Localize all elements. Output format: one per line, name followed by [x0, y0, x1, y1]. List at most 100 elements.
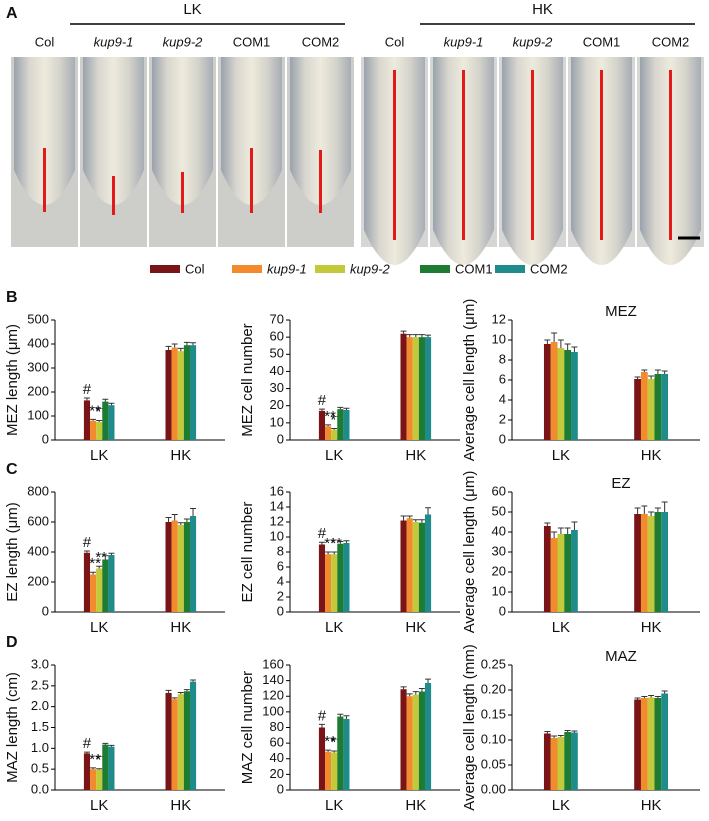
y-tick-label: 0.15 [481, 706, 506, 721]
y-tick-label: 500 [27, 311, 49, 326]
error-bar [634, 376, 641, 379]
genotype-label: kup9-2 [163, 34, 204, 49]
root-shape [14, 57, 75, 205]
bar [183, 522, 190, 612]
y-tick-label: 2 [277, 588, 284, 603]
bar [543, 526, 551, 612]
bar [343, 718, 350, 790]
error-bar [661, 370, 668, 374]
error-bar [564, 343, 571, 350]
bar [550, 342, 558, 440]
x-tick-label: HK [641, 447, 662, 464]
error-bar [557, 339, 564, 348]
y-axis-label: MAZ length (cm) [4, 672, 21, 783]
error-bar [564, 730, 571, 732]
y-axis-label: MAZ cell number [239, 671, 256, 784]
y-tick-label: 120 [262, 688, 284, 703]
y-tick-label: 0 [42, 603, 49, 618]
x-tick-label: HK [170, 447, 191, 464]
error-bar [661, 690, 668, 694]
bar [183, 691, 190, 790]
error-bar [108, 402, 115, 406]
y-tick-label: 0 [499, 431, 506, 446]
bar [557, 348, 565, 440]
error-bar [544, 339, 551, 344]
bar [318, 410, 326, 440]
y-tick-label: 4 [277, 573, 284, 588]
error-bar [183, 341, 190, 346]
error-bar [83, 397, 90, 401]
significance-mark: ** [330, 535, 342, 552]
bar [90, 420, 97, 440]
significance-mark: ** [89, 402, 101, 419]
y-axis-label: Average cell length (mm) [461, 644, 478, 810]
y-tick-label: 1.0 [31, 740, 49, 755]
y-tick-label: 3.0 [31, 656, 49, 671]
bar [571, 530, 578, 612]
group-label: LK [183, 1, 201, 18]
error-bar [648, 695, 655, 698]
bar [90, 769, 97, 790]
bar [406, 696, 413, 790]
error-bar [406, 515, 413, 519]
error-bar [654, 507, 661, 512]
error-bar [564, 527, 571, 534]
error-bar [418, 519, 425, 523]
error-bar [318, 408, 325, 411]
error-bar [183, 689, 190, 692]
error-bar [331, 551, 338, 555]
genotype-label: kup9-2 [513, 34, 554, 49]
y-tick-label: 20 [270, 766, 284, 781]
y-axis-label: MEZ length (μm) [4, 324, 21, 436]
chart-title: MAZ [605, 648, 637, 665]
bar [634, 514, 641, 612]
bar [171, 347, 178, 440]
genotype-label: COM1 [233, 34, 271, 49]
error-bar [412, 691, 419, 695]
error-bar [325, 424, 332, 427]
y-tick-label: 60 [270, 735, 284, 750]
genotype-label: kup9-1 [444, 34, 484, 49]
error-bar [544, 731, 551, 734]
legend-label: kup9-1 [267, 261, 307, 276]
y-tick-label: 0.00 [481, 781, 506, 796]
bar [318, 727, 326, 790]
error-bar [102, 742, 109, 745]
bar [557, 534, 565, 612]
group-label: HK [532, 1, 553, 18]
y-tick-label: 14 [270, 498, 284, 513]
y-tick-label: 4 [499, 391, 506, 406]
bar [418, 337, 425, 440]
genotype-label: COM2 [302, 34, 340, 49]
error-bar [331, 428, 338, 430]
x-tick-label: HK [170, 619, 191, 636]
y-tick-label: 10 [270, 414, 284, 429]
bar [83, 552, 91, 612]
significance-mark: # [318, 707, 327, 724]
legend-label: Col [185, 261, 205, 276]
bar [418, 522, 425, 612]
bar [177, 694, 184, 790]
bar [640, 372, 648, 440]
y-tick-label: 600 [27, 513, 49, 528]
x-tick-label: HK [405, 447, 426, 464]
y-tick-label: 200 [27, 383, 49, 398]
significance-mark: ** [324, 535, 336, 552]
y-tick-label: 10 [270, 528, 284, 543]
error-bar [183, 518, 190, 522]
error-bar [654, 369, 661, 374]
y-axis-label: EZ length (μm) [4, 502, 21, 602]
error-bar [634, 507, 641, 514]
y-tick-label: 60 [270, 329, 284, 344]
bar [108, 555, 115, 612]
root-shape [221, 57, 282, 205]
error-bar [83, 751, 90, 754]
legend-label: kup9-2 [350, 261, 391, 276]
significance-mark: ** [95, 752, 107, 769]
bar [96, 568, 103, 612]
bar [102, 559, 109, 612]
y-tick-label: 0.05 [481, 756, 506, 771]
y-tick-label: 0.25 [481, 656, 506, 671]
root-shape [290, 57, 351, 205]
error-bar [171, 697, 178, 700]
